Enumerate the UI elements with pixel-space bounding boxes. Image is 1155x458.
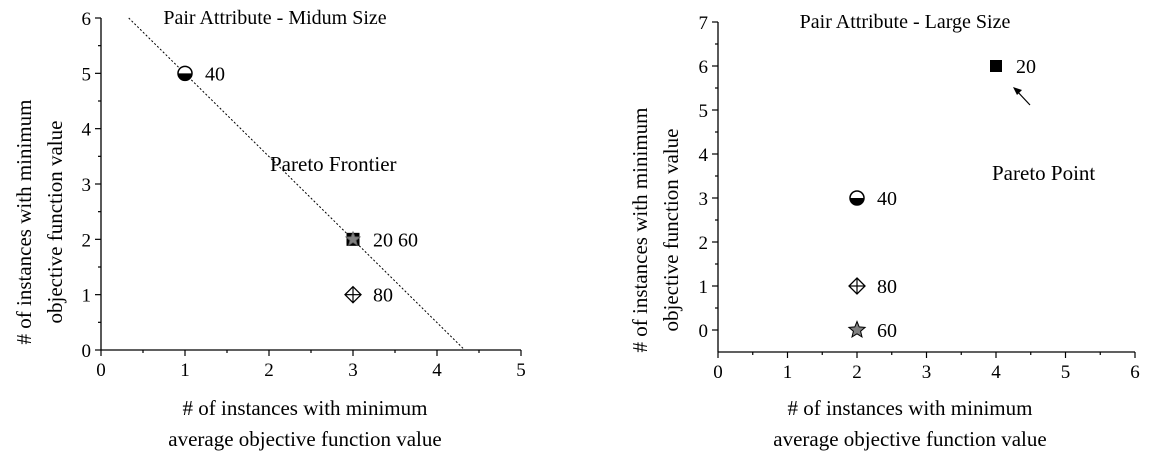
chart-title-right: Pair Attribute - Large Size bbox=[800, 11, 1011, 33]
y-tick-label: 3 bbox=[82, 175, 92, 196]
axes-left: 0 1 2 3 4 5 0 1 2 3 4 5 6 bbox=[82, 9, 526, 381]
point-label: 80 bbox=[373, 285, 393, 307]
y-tick-label: 4 bbox=[699, 145, 709, 166]
x-tick-label: 6 bbox=[1130, 362, 1140, 383]
point-label: 60 bbox=[877, 320, 897, 342]
x-tick-label: 0 bbox=[96, 360, 106, 381]
data-point bbox=[990, 60, 1002, 72]
point-label: 20 60 bbox=[373, 229, 418, 251]
x-axis-label-line1-left: # of instances with minimum bbox=[183, 396, 428, 420]
x-tick-label: 5 bbox=[1061, 362, 1071, 383]
y-tick-label: 7 bbox=[699, 13, 709, 34]
points-right: 20 40 80 60 bbox=[847, 56, 1036, 342]
x-axis-label-line1-right: # of instances with minimum bbox=[788, 396, 1033, 420]
data-point bbox=[344, 285, 362, 304]
x-tick-label: 1 bbox=[783, 362, 793, 383]
data-point bbox=[177, 65, 193, 82]
x-tick-label: 5 bbox=[516, 360, 526, 381]
y-tick-label: 2 bbox=[699, 233, 709, 254]
x-tick-label: 2 bbox=[852, 362, 862, 383]
y-tick-label: 5 bbox=[82, 64, 92, 85]
data-point bbox=[848, 277, 866, 295]
y-tick-label: 3 bbox=[699, 189, 709, 210]
point-label: 20 bbox=[1016, 56, 1036, 78]
data-point bbox=[847, 320, 867, 338]
pareto-frontier-line-group bbox=[128, 17, 466, 351]
y-tick-label: 6 bbox=[82, 9, 92, 30]
y-tick-label: 0 bbox=[699, 321, 709, 342]
point-label: 80 bbox=[877, 276, 897, 298]
point-label: 40 bbox=[877, 188, 897, 210]
data-point bbox=[849, 190, 865, 206]
y-axis-label-line2-right: objective function value bbox=[659, 129, 683, 332]
chart-midum-size: 0 1 2 3 4 5 0 1 2 3 4 5 6 40 20 60 80 Pair Attribute -… bbox=[12, 7, 526, 451]
x-tick-label: 3 bbox=[922, 362, 932, 383]
y-tick-label: 6 bbox=[699, 57, 709, 78]
x-tick-label: 4 bbox=[432, 360, 442, 381]
x-tick-label: 3 bbox=[348, 360, 358, 381]
pareto-point-arrow-head bbox=[1013, 87, 1022, 95]
x-axis-label-line2-left: average objective function value bbox=[168, 427, 441, 451]
y-tick-label: 5 bbox=[699, 101, 709, 122]
annotation-pareto-frontier: Pareto Frontier bbox=[270, 152, 397, 176]
x-tick-label: 0 bbox=[713, 362, 723, 383]
y-tick-label: 2 bbox=[82, 230, 92, 251]
annotation-pareto-point: Pareto Point bbox=[992, 161, 1095, 185]
pareto-frontier-line bbox=[128, 17, 466, 351]
y-axis-label-line1-left: # of instances with minimum bbox=[12, 100, 36, 345]
chart-title-left: Pair Attribute - Midum Size bbox=[163, 7, 386, 29]
y-tick-label: 0 bbox=[82, 341, 92, 362]
point-label: 40 bbox=[205, 63, 225, 85]
y-tick-label: 4 bbox=[82, 120, 92, 141]
x-tick-label: 1 bbox=[180, 360, 190, 381]
data-point bbox=[344, 230, 362, 247]
x-tick-label: 2 bbox=[264, 360, 274, 381]
y-tick-label: 1 bbox=[82, 286, 92, 307]
x-tick-label: 4 bbox=[991, 362, 1001, 383]
x-axis-label-line2-right: average objective function value bbox=[773, 427, 1046, 451]
points-left: 40 20 60 80 bbox=[177, 63, 418, 307]
y-axis-label-line2-left: objective function value bbox=[43, 121, 67, 324]
y-tick-label: 1 bbox=[699, 277, 709, 298]
y-axis-label-line1-right: # of instances with minimum bbox=[628, 108, 652, 353]
